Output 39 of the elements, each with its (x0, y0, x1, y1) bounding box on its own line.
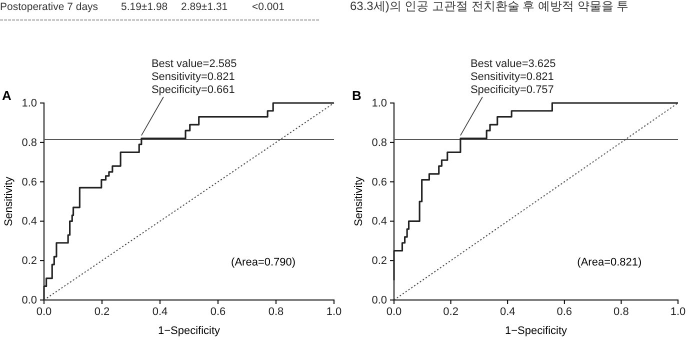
x-tick-label: 0.6 (556, 306, 572, 318)
y-tick-label: 0.4 (22, 216, 37, 228)
y-tick-label: 0.2 (372, 255, 387, 268)
x-tick-label: 0.0 (36, 306, 52, 318)
y-tick-label: 0.4 (372, 216, 387, 228)
text: 2.89±1.31 (181, 1, 228, 13)
text: 5.19±1.98 (121, 1, 168, 13)
x-tick-label: 0.4 (500, 306, 516, 318)
x-tick-label: 1.0 (670, 306, 686, 318)
x-tick-label: 1.0 (326, 306, 342, 318)
x-tick-label: 0.4 (152, 306, 168, 318)
annotation: (Area=0.790) (231, 256, 296, 269)
y-tick-label: 1.0 (372, 98, 387, 110)
x-tick-label: 0.0 (386, 306, 402, 318)
text: 63.3세)의 인공 고관절 전치환술 후 예방적 약물을 투 (350, 0, 629, 13)
x-axis-title: 1−Specificity (504, 325, 568, 337)
x-axis-title: 1−Specificity (158, 325, 221, 337)
annotation: Best value=2.585 Sensitivity=0.821 Specificity=0.661 (151, 58, 237, 96)
annotation: Best value=3.625 Sensitivity=0.821 Specificity=0.757 (470, 58, 556, 96)
y-tick-label: 0.8 (372, 136, 387, 149)
y-tick-label: 0.6 (22, 176, 37, 188)
x-tick-label: 0.2 (443, 306, 458, 318)
y-tick-label: 0.0 (372, 294, 387, 307)
y-tick-label: 1.0 (22, 98, 37, 110)
y-tick-label: 0.0 (22, 294, 37, 307)
text: Postoperative 7 days (0, 1, 98, 13)
y-tick-label: 0.8 (22, 136, 37, 149)
y-axis-title: Sensitivity (353, 176, 365, 226)
text: <0.001 (252, 1, 285, 13)
x-tick-label: 0.8 (614, 306, 629, 318)
y-tick-label: 0.2 (22, 255, 37, 268)
annotation: (Area=0.821) (577, 256, 642, 269)
text: A (2, 88, 12, 103)
y-tick-label: 0.6 (372, 176, 387, 188)
x-tick-label: 0.2 (94, 306, 110, 318)
text: B (352, 88, 362, 103)
x-tick-label: 0.8 (268, 306, 284, 318)
y-axis-title: Sensitivity (3, 176, 15, 226)
x-tick-label: 0.6 (210, 306, 226, 318)
